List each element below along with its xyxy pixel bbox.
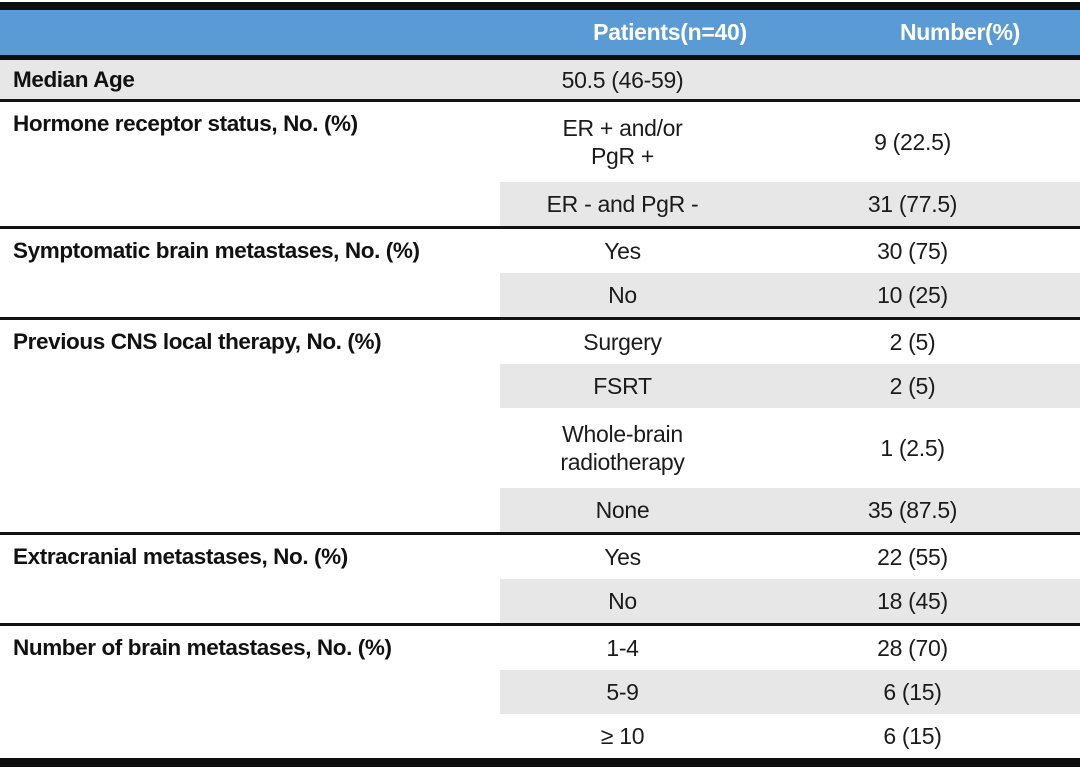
number-cell <box>745 60 1080 99</box>
number-cell: 30 (75) <box>877 238 948 264</box>
table-section-1: Hormone receptor status, No. (%) ER + and… <box>0 99 1080 226</box>
table-section-4: Extracranial metastases, No. (%) Yes 22 (5… <box>0 532 1080 623</box>
number-cell: 10 (25) <box>745 273 1080 317</box>
header-bottom-rule <box>0 55 1080 60</box>
value-cell: 5-9 <box>500 670 745 714</box>
value-cell: Surgery <box>583 329 662 355</box>
value-cell: Yes <box>604 238 641 264</box>
top-rule <box>0 2 1080 10</box>
header-patients: Patients(n=40) <box>593 19 747 45</box>
top-margin <box>0 0 1080 2</box>
section-label: Extracranial metastases, No. (%) <box>13 544 348 569</box>
value-cell: 1-4 <box>606 635 639 661</box>
section-label: Number of brain metastases, No. (%) <box>13 635 392 660</box>
number-cell: 28 (70) <box>877 635 948 661</box>
number-cell: 9 (22.5) <box>874 129 951 155</box>
header-number: Number(%) <box>900 19 1020 45</box>
section-label: Median Age <box>13 67 135 92</box>
value-cell: ER - and PgR - <box>500 182 745 226</box>
table-section-2: Symptomatic brain metastases, No. (%) Yes… <box>0 226 1080 317</box>
value-cell: No <box>500 579 745 623</box>
table-body: Median Age 50.5 (46-59) Hormone receptor s… <box>0 60 1080 758</box>
number-cell: 22 (55) <box>877 544 948 570</box>
number-cell: 18 (45) <box>745 579 1080 623</box>
value-cell: FSRT <box>500 364 745 408</box>
number-cell: 6 (15) <box>883 723 942 749</box>
value-cell: ≥ 10 <box>600 723 645 749</box>
table-section-0: Median Age 50.5 (46-59) <box>0 60 1080 99</box>
table-header-row: Patients(n=40) Number(%) <box>0 10 1080 55</box>
number-cell: 35 (87.5) <box>745 488 1080 532</box>
bottom-rule <box>0 758 1080 767</box>
value-cell: ER + and/or PgR + <box>562 115 683 169</box>
value-cell: Yes <box>604 544 641 570</box>
value-cell: Whole-brain radiotherapy <box>560 421 685 475</box>
number-cell: 2 (5) <box>745 364 1080 408</box>
number-cell: 6 (15) <box>745 670 1080 714</box>
section-label: Hormone receptor status, No. (%) <box>13 111 358 136</box>
value-cell: 50.5 (46-59) <box>500 60 745 99</box>
section-label: Symptomatic brain metastases, No. (%) <box>13 238 420 263</box>
section-label: Previous CNS local therapy, No. (%) <box>13 329 382 354</box>
number-cell: 2 (5) <box>889 329 936 355</box>
value-cell: None <box>500 488 745 532</box>
number-cell: 31 (77.5) <box>745 182 1080 226</box>
value-cell: No <box>500 273 745 317</box>
table-section-3: Previous CNS local therapy, No. (%) Surge… <box>0 317 1080 532</box>
number-cell: 1 (2.5) <box>880 435 945 461</box>
table-section-5: Number of brain metastases, No. (%) 1-4 28… <box>0 623 1080 758</box>
